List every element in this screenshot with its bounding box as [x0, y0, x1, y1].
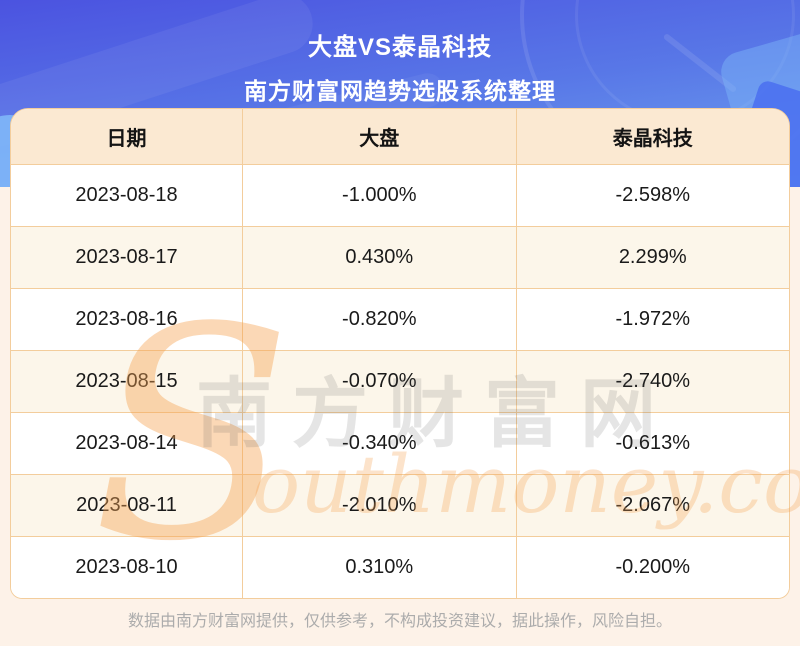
table-row: 2023-08-16 -0.820% -1.972% [11, 288, 789, 350]
stock-value-cell: -0.200% [515, 537, 789, 598]
table-row: 2023-08-10 0.310% -0.200% [11, 536, 789, 598]
market-value-cell: -1.000% [242, 165, 515, 226]
page-subtitle: 南方财富网趋势选股系统整理 [244, 78, 556, 104]
page-title: 大盘VS泰晶科技 [307, 34, 492, 61]
stock-value-cell: -2.740% [515, 351, 789, 412]
market-value-cell: -0.340% [242, 413, 515, 474]
column-header-stock: 泰晶科技 [515, 109, 789, 164]
market-value-cell: 0.310% [242, 537, 515, 598]
date-cell: 2023-08-17 [75, 246, 178, 268]
stock-value-cell: -1.972% [515, 289, 789, 350]
table-row: 2023-08-17 0.430% 2.299% [11, 226, 789, 288]
date-cell: 2023-08-11 [76, 494, 177, 516]
comparison-table: 日期 大盘 泰晶科技 2023-08-18 -1.000% -2.598% 2023-… [10, 108, 790, 599]
column-header-date: 日期 [106, 128, 147, 150]
column-header-market: 大盘 [242, 109, 515, 164]
date-cell: 2023-08-14 [75, 432, 178, 454]
disclaimer-text: 数据由南方财富网提供，仅供参考，不构成投资建议，据此操作，风险自担。 [127, 613, 672, 630]
market-value-cell: -2.010% [242, 475, 515, 536]
table-row: 2023-08-15 -0.070% -2.740% [11, 350, 789, 412]
market-value-cell: -0.070% [242, 351, 515, 412]
stock-value-cell: -0.613% [515, 413, 789, 474]
date-cell: 2023-08-15 [75, 370, 178, 392]
date-cell: 2023-08-10 [75, 556, 178, 578]
table-row: 2023-08-14 -0.340% -0.613% [11, 412, 789, 474]
table-body: 2023-08-18 -1.000% -2.598% 2023-08-17 0.430%… [11, 164, 789, 598]
market-value-cell: -0.820% [242, 289, 515, 350]
stock-value-cell: -2.598% [515, 165, 789, 226]
stock-value-cell: 2.299% [515, 227, 789, 288]
date-cell: 2023-08-16 [75, 308, 178, 330]
stock-value-cell: -2.067% [515, 475, 789, 536]
table-row: 2023-08-11 -2.010% -2.067% [11, 474, 789, 536]
table-header-row: 日期 大盘 泰晶科技 [11, 109, 789, 164]
banner-titles: 大盘VS泰晶科技 南方财富网趋势选股系统整理 [0, 0, 800, 106]
market-value-cell: 0.430% [242, 227, 515, 288]
table-row: 2023-08-18 -1.000% -2.598% [11, 164, 789, 226]
date-cell: 2023-08-18 [75, 184, 178, 206]
